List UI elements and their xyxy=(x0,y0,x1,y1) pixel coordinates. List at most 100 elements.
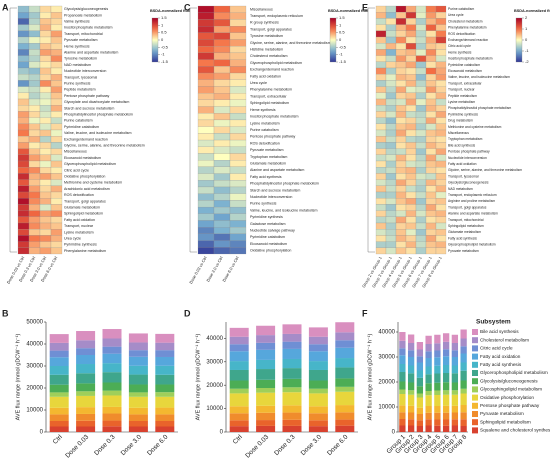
heatmap-cell xyxy=(415,123,427,131)
colorbar-tick-label: -0.5 xyxy=(161,44,169,49)
heatmap-cell xyxy=(395,111,407,118)
heatmap-cell xyxy=(17,148,30,155)
bar-segment xyxy=(407,365,415,374)
row-label: Methionine and cysteine metabolism xyxy=(64,181,122,185)
heatmap-cell xyxy=(415,179,427,186)
heatmap-cell xyxy=(425,105,437,112)
legend-label: Oxidative phosphorylation xyxy=(480,395,534,400)
legend-swatch xyxy=(472,402,478,409)
heatmap-cell xyxy=(375,222,387,230)
heatmap-cell xyxy=(50,216,63,224)
bar-segment xyxy=(451,390,459,395)
x-tick-label: Dose 3.0 xyxy=(300,433,324,457)
heatmap-cell xyxy=(229,46,247,54)
heatmap-cell xyxy=(229,146,247,154)
heatmap-cell xyxy=(405,117,417,124)
heatmap-cell xyxy=(425,18,437,25)
row-label: Urea cycle xyxy=(64,236,81,240)
heatmap-cell xyxy=(39,191,52,199)
heatmap-cell xyxy=(28,148,41,155)
bar-segment xyxy=(128,384,148,393)
heatmap-cell xyxy=(385,136,397,143)
heatmap-cell xyxy=(435,241,447,248)
heatmap-cell xyxy=(425,61,437,69)
y-tick-label: 0 xyxy=(40,430,44,436)
heatmap-cell xyxy=(435,67,447,75)
heatmap-cell xyxy=(197,32,215,40)
heatmap-cell xyxy=(425,222,437,230)
bar-segment xyxy=(416,426,424,432)
row-label: ROS detoxification xyxy=(448,32,475,36)
bar-segment xyxy=(256,342,276,350)
heatmap-cell xyxy=(229,119,247,127)
heatmap-cell xyxy=(425,43,437,50)
bar-segment xyxy=(229,426,249,432)
heatmap-cell xyxy=(425,154,437,162)
heatmap-cell xyxy=(375,167,387,174)
heatmap-cell xyxy=(213,19,231,27)
heatmap-cell xyxy=(395,154,407,162)
row-label: Glycolysis/gluconeogenesis xyxy=(448,181,489,185)
bar-segment xyxy=(229,351,249,362)
row-label: Purine catabolism xyxy=(250,128,279,132)
legend-swatch xyxy=(472,345,478,352)
heatmap-cell xyxy=(405,5,417,13)
bar-segment xyxy=(425,374,432,384)
heatmap-cell xyxy=(39,229,52,236)
bar-segment xyxy=(399,389,406,394)
heatmap-cell xyxy=(425,49,437,56)
legend-swatch xyxy=(472,353,478,360)
row-label: Phenylalanine metabolism xyxy=(250,88,292,92)
bar-segment xyxy=(335,322,355,333)
heatmap-cell xyxy=(375,61,387,69)
heatmap-cell xyxy=(395,222,407,230)
row-label: Nucleotide interconversion xyxy=(250,195,292,199)
heatmap-cell xyxy=(395,117,407,124)
heatmap-cell xyxy=(28,129,41,137)
heatmap-cell xyxy=(50,185,63,193)
heatmap-cell xyxy=(375,179,387,186)
row-label: Nucleotide interconversion xyxy=(448,156,487,160)
bar-segment xyxy=(128,396,148,408)
heatmap-cell xyxy=(375,74,387,81)
heatmap-cell xyxy=(425,24,437,31)
row-label: Inositol phosphate metabolism xyxy=(250,115,299,119)
heatmap-cell xyxy=(229,106,247,114)
heatmap-cell xyxy=(425,204,437,211)
heatmap-cell xyxy=(197,99,215,107)
heatmap-cell xyxy=(197,200,215,208)
heatmap-cell xyxy=(197,113,215,121)
heatmap-cell xyxy=(405,210,417,217)
bar-segment xyxy=(460,380,467,389)
bar-segment xyxy=(335,419,355,426)
heatmap-cell xyxy=(39,185,52,193)
heatmap-cell xyxy=(39,148,52,155)
bar-segment xyxy=(76,355,96,365)
bar-segment xyxy=(155,407,175,415)
heatmap-cell xyxy=(17,43,30,50)
heatmap-cell xyxy=(385,61,397,69)
heatmap-cell xyxy=(375,30,387,38)
row-label: Alanine and aspartate metabolism xyxy=(64,50,118,54)
colorbar-tick-label: -1 xyxy=(339,52,343,57)
heatmap-cell xyxy=(425,173,437,180)
heatmap-cell xyxy=(50,67,63,75)
heatmap-cell xyxy=(435,235,447,242)
bar-segment xyxy=(102,413,122,421)
heatmap-cell xyxy=(425,86,437,93)
heatmap-cell xyxy=(415,191,427,199)
bar-segment xyxy=(256,425,276,432)
bar-segment xyxy=(155,396,175,408)
row-label: Tyrosine metabolism xyxy=(64,57,97,61)
bar-segment xyxy=(229,420,249,427)
row-label: Pyrimidine synthesis xyxy=(64,243,97,247)
heatmap-cell xyxy=(213,66,231,74)
bar-segment xyxy=(229,393,249,407)
heatmap-cell xyxy=(375,55,387,62)
bar-segment xyxy=(460,388,467,394)
legend-swatch xyxy=(472,378,478,385)
legend-label: Fatty acid oxidation xyxy=(480,354,521,359)
row-label: Miscellaneous xyxy=(64,150,87,154)
row-label: Glycine, serine, alanine, and threonine … xyxy=(250,41,331,45)
bar-segment xyxy=(102,338,122,347)
